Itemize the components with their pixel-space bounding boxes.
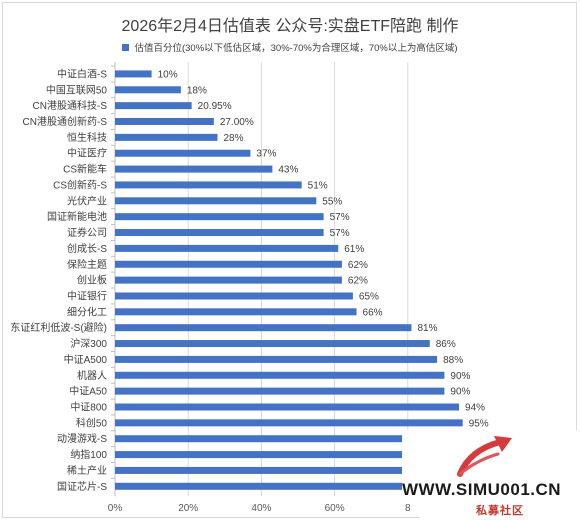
bar [115,102,192,110]
data-label: 95% [469,434,489,445]
bar [115,260,342,268]
x-tick-label: 60% [325,503,345,514]
category-label: 中证A50 [69,385,107,398]
legend: 估值百分位(30%以下低估区域，30%-70%为合理区域，70%以上为高估区域) [0,40,580,54]
category-label: 中国互联网50 [46,83,108,96]
data-label: 43% [278,165,298,176]
category-label: 动漫游戏-S [57,432,107,445]
bar [115,181,302,189]
category-label: 中证医疗 [67,147,107,160]
data-label: 37% [256,149,276,160]
category-label: CN港股通创新药-S [23,115,108,128]
bar [115,451,445,459]
data-label: 57% [330,212,350,223]
chart-title: 2026年2月4日估值表 公众号:实盘ETF陪跑 制作 [121,18,459,35]
category-label: 稀土产业 [67,464,107,477]
bar [115,244,339,252]
bar [115,371,445,379]
bar [115,149,251,157]
data-label: 55% [322,196,342,207]
data-label: 86% [436,339,456,350]
data-label: 10% [158,69,178,80]
category-label: 沪深300 [70,337,107,350]
bar [115,70,152,78]
data-label: 88% [443,355,463,366]
data-label: 27.00% [220,117,254,128]
data-label: 62% [348,260,368,271]
bar [115,276,342,284]
category-label: CS新能车 [63,163,107,176]
bar [115,213,324,221]
category-label: 恒生科技 [67,131,107,144]
data-label: 65% [359,291,379,302]
bar [115,340,430,348]
x-tick-label: 8 [405,503,411,514]
bar [115,387,445,395]
category-label: 国证芯片-S [57,480,107,493]
category-label: 科创50 [76,416,108,429]
bar [115,324,412,332]
x-tick-label: 40% [251,503,271,514]
category-label: 细分化工 [67,305,107,318]
data-label: 95% [469,418,489,429]
category-label: 中证A500 [64,353,108,366]
bar [115,86,181,94]
category-label: CN港股通科技-S [33,99,108,112]
data-label: 57% [330,228,350,239]
data-label: 20.95% [198,101,232,112]
bar [115,165,273,173]
bar [115,292,353,300]
category-label: 创成长-S [67,242,107,255]
category-label: 国证新能电池 [47,210,107,223]
category-label: 中证800 [70,400,107,413]
bar [115,355,438,363]
data-label: 90% [450,371,470,382]
bar [115,229,324,237]
bar [115,118,214,126]
x-tick-label: 0% [108,503,123,514]
bar [115,419,463,427]
data-label: 28% [223,133,243,144]
data-label: 66% [363,307,383,318]
data-label: 51% [308,180,328,191]
bar [115,308,357,316]
data-label: 81% [417,323,437,334]
category-label: 光伏产业 [67,194,107,207]
x-tick-label: 20% [178,503,198,514]
legend-swatch [122,44,130,51]
category-label: 创业板 [77,274,107,287]
data-label: 61% [344,244,364,255]
category-label: 机器人 [77,369,107,382]
category-label: 证券公司 [67,226,107,239]
bar [115,435,463,443]
data-label: 18% [187,85,207,96]
data-label: 62% [348,276,368,287]
bar [115,197,317,205]
category-label: CS创新药-S [53,178,107,191]
category-label: 纳指100 [70,448,107,461]
category-label: 中证白酒-S [57,67,107,80]
category-label: 东证红利低波-S(避险) [10,321,107,334]
category-label: 中证银行 [67,289,107,302]
bar [115,466,445,474]
legend-label: 估值百分位(30%以下低估区域，30%-70%为合理区域，70%以上为高估区域) [134,43,458,54]
category-label: 保险主题 [67,258,107,271]
bar [115,403,460,411]
bar [115,133,218,141]
data-label: 90% [450,387,470,398]
bar [115,482,445,490]
data-label: 94% [465,402,485,413]
